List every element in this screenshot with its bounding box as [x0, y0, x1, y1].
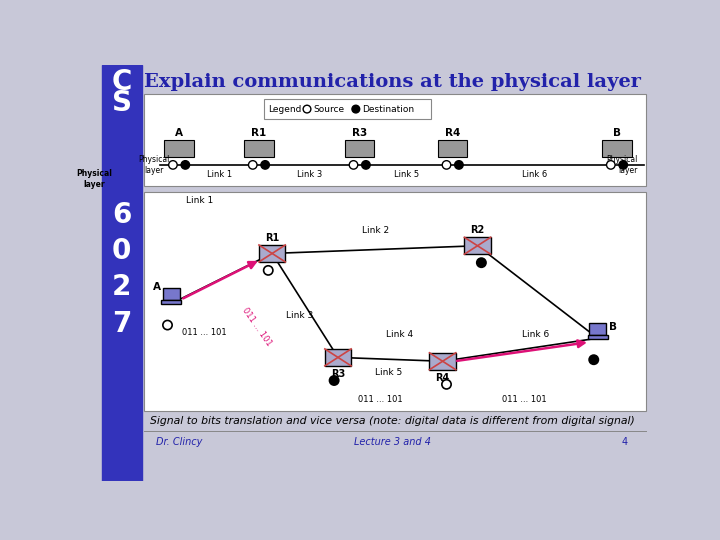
Circle shape: [352, 105, 360, 113]
Text: A: A: [175, 127, 183, 138]
Text: R3: R3: [331, 369, 345, 379]
Text: R3: R3: [352, 127, 367, 138]
Text: Link 1: Link 1: [186, 196, 214, 205]
Text: 2: 2: [112, 273, 132, 301]
Text: A: A: [153, 281, 161, 292]
Text: Source: Source: [313, 105, 344, 113]
Bar: [438, 140, 467, 157]
Circle shape: [181, 161, 189, 169]
Circle shape: [442, 161, 451, 169]
Text: 6: 6: [112, 201, 132, 229]
Text: Link 1: Link 1: [207, 171, 232, 179]
Text: Link 4: Link 4: [387, 330, 413, 339]
Text: Link 5: Link 5: [394, 171, 419, 179]
Bar: [259, 245, 285, 262]
Bar: [144, 192, 647, 411]
Circle shape: [248, 161, 257, 169]
Circle shape: [477, 258, 486, 267]
Circle shape: [442, 380, 451, 389]
Bar: [345, 140, 374, 157]
Text: Dr. Clincy: Dr. Clincy: [156, 437, 202, 447]
Circle shape: [589, 355, 598, 364]
Text: 011 ... 101: 011 ... 101: [502, 395, 546, 404]
Text: Physical
layer: Physical layer: [606, 155, 638, 174]
Circle shape: [349, 161, 358, 169]
Text: R1: R1: [251, 127, 266, 138]
Text: Physical
layer: Physical layer: [138, 155, 169, 174]
Circle shape: [330, 376, 339, 385]
Circle shape: [361, 161, 370, 169]
Text: 011 ... 101: 011 ... 101: [182, 328, 227, 338]
Text: Explain communications at the physical layer: Explain communications at the physical l…: [144, 73, 641, 91]
Text: Lecture 3 and 4: Lecture 3 and 4: [354, 437, 431, 447]
Circle shape: [454, 161, 463, 169]
Text: S: S: [112, 89, 132, 117]
Bar: [163, 288, 180, 300]
Text: Link 6: Link 6: [522, 330, 549, 339]
Circle shape: [606, 161, 615, 169]
Text: Link 6: Link 6: [522, 171, 547, 179]
Bar: [602, 140, 631, 157]
Bar: [429, 353, 456, 370]
Text: R2: R2: [470, 225, 485, 235]
Text: Destination: Destination: [362, 105, 414, 113]
Bar: [144, 94, 647, 186]
Text: 0: 0: [112, 237, 132, 265]
Text: 011 ... 101: 011 ... 101: [240, 306, 273, 347]
Bar: [164, 140, 194, 157]
Text: R4: R4: [445, 127, 460, 138]
Bar: [588, 335, 608, 339]
Text: Link 2: Link 2: [361, 226, 389, 235]
Circle shape: [264, 266, 273, 275]
Circle shape: [261, 161, 269, 169]
Text: Signal to bits translation and vice versa (note: digital data is different from : Signal to bits translation and vice vers…: [150, 416, 634, 426]
Bar: [589, 323, 606, 335]
Bar: [102, 65, 142, 481]
Text: B: B: [609, 322, 617, 332]
Text: Physical
layer: Physical layer: [77, 168, 112, 189]
Circle shape: [168, 161, 177, 169]
Text: Link 5: Link 5: [374, 368, 402, 377]
Text: Link 3: Link 3: [297, 171, 322, 179]
Text: 4: 4: [621, 437, 628, 447]
Bar: [325, 349, 351, 366]
Circle shape: [303, 105, 311, 113]
Text: 011 ... 101: 011 ... 101: [359, 395, 403, 404]
Bar: [264, 99, 431, 119]
Text: 7: 7: [112, 309, 132, 338]
Text: Link 3: Link 3: [286, 310, 313, 320]
Text: C: C: [112, 68, 132, 96]
Bar: [161, 300, 181, 304]
Bar: [244, 140, 274, 157]
Bar: [464, 237, 490, 254]
Text: Legend: Legend: [269, 105, 302, 113]
Text: R4: R4: [436, 373, 450, 383]
Circle shape: [163, 320, 172, 330]
Circle shape: [619, 161, 627, 169]
Text: R1: R1: [265, 233, 279, 243]
Text: B: B: [613, 127, 621, 138]
